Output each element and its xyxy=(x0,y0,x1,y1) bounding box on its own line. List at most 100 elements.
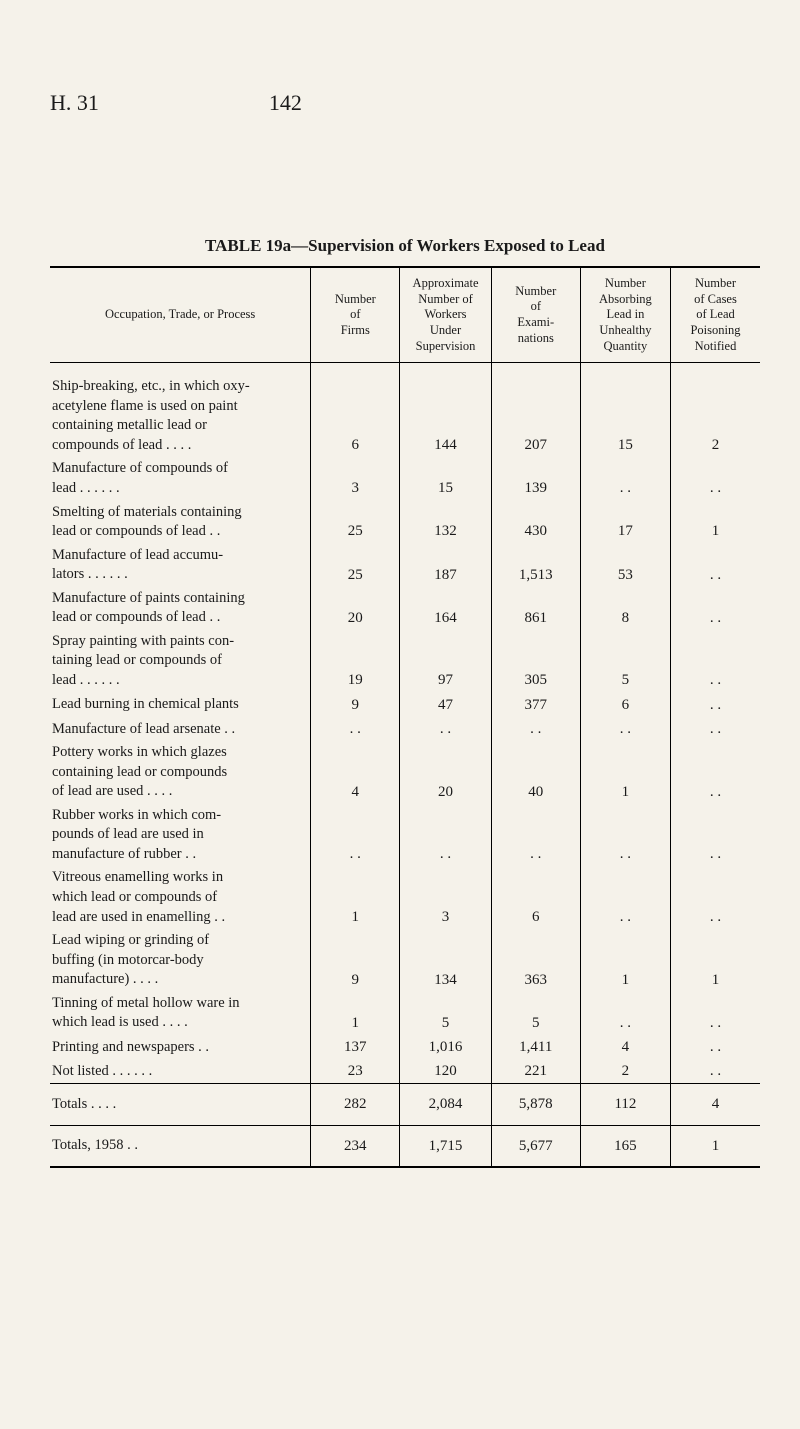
occupation-cell: Manufacture of paints containing lead or… xyxy=(50,587,311,630)
occupation-cell: Vitreous enamelling works in which lead … xyxy=(50,866,311,929)
value-cell: . . xyxy=(580,992,670,1035)
table-row: Smelting of materials containing lead or… xyxy=(50,501,760,544)
value-cell: 2,084 xyxy=(400,1084,491,1125)
value-cell: . . xyxy=(671,866,761,929)
value-cell: 234 xyxy=(311,1125,400,1167)
value-cell: 19 xyxy=(311,630,400,693)
value-cell: . . xyxy=(671,804,761,867)
table-wrapper: Occupation, Trade, or Process Number of … xyxy=(50,266,760,1168)
value-cell: 20 xyxy=(311,587,400,630)
value-cell: 5 xyxy=(580,630,670,693)
header-code: H. 31 xyxy=(50,90,99,116)
col-exams: Number of Exami- nations xyxy=(491,268,580,363)
value-cell: 4 xyxy=(311,741,400,804)
occupation-cell: Spray painting with paints con- taining … xyxy=(50,630,311,693)
table-row: Lead burning in chemical plants9473776. … xyxy=(50,693,760,717)
col-occupation: Occupation, Trade, or Process xyxy=(50,268,311,363)
value-cell: . . xyxy=(671,741,761,804)
occupation-cell: Rubber works in which com- pounds of lea… xyxy=(50,804,311,867)
col-cases-label: Number of Cases of Lead Poisoning Notifi… xyxy=(690,276,740,353)
value-cell: . . xyxy=(311,717,400,741)
value-cell: 1 xyxy=(580,929,670,992)
value-cell: . . xyxy=(671,544,761,587)
col-firms-label: Number of Firms xyxy=(335,292,376,337)
page-number: 142 xyxy=(269,90,302,116)
value-cell: . . xyxy=(580,804,670,867)
value-cell: 3 xyxy=(311,457,400,500)
value-cell: 2 xyxy=(580,1059,670,1084)
value-cell: 3 xyxy=(400,866,491,929)
occupation-cell: Ship-breaking, etc., in which oxy- acety… xyxy=(50,375,311,457)
value-cell: 132 xyxy=(400,501,491,544)
occupation-cell: Manufacture of lead arsenate . . xyxy=(50,717,311,741)
col-workers: Approximate Number of Workers Under Supe… xyxy=(400,268,491,363)
col-firms: Number of Firms xyxy=(311,268,400,363)
value-cell: 430 xyxy=(491,501,580,544)
table-row: Tinning of metal hollow ware in which le… xyxy=(50,992,760,1035)
value-cell: 47 xyxy=(400,693,491,717)
table-row: Manufacture of lead accumu- lators . . .… xyxy=(50,544,760,587)
table-row: Manufacture of compounds of lead . . . .… xyxy=(50,457,760,500)
value-cell: . . xyxy=(671,587,761,630)
table-row: Rubber works in which com- pounds of lea… xyxy=(50,804,760,867)
value-cell: . . xyxy=(491,804,580,867)
value-cell: 6 xyxy=(580,693,670,717)
value-cell: 25 xyxy=(311,501,400,544)
col-workers-label: Approximate Number of Workers Under Supe… xyxy=(413,276,479,353)
value-cell: . . xyxy=(491,717,580,741)
value-cell: 20 xyxy=(400,741,491,804)
value-cell: 40 xyxy=(491,741,580,804)
occupation-cell: Totals . . . . xyxy=(50,1084,311,1125)
page-header: H. 31 142 xyxy=(50,90,760,116)
table-row: Totals, 1958 . .2341,7155,6771651 xyxy=(50,1125,760,1167)
table-row: Totals . . . .2822,0845,8781124 xyxy=(50,1084,760,1125)
value-cell: 6 xyxy=(311,375,400,457)
value-cell: 53 xyxy=(580,544,670,587)
occupation-cell: Not listed . . . . . . xyxy=(50,1059,311,1084)
occupation-cell: Manufacture of compounds of lead . . . .… xyxy=(50,457,311,500)
table-body: Ship-breaking, etc., in which oxy- acety… xyxy=(50,363,760,1167)
value-cell: . . xyxy=(400,804,491,867)
value-cell: 1 xyxy=(671,501,761,544)
value-cell: 861 xyxy=(491,587,580,630)
table-header-row: Occupation, Trade, or Process Number of … xyxy=(50,268,760,363)
value-cell: 187 xyxy=(400,544,491,587)
value-cell: 4 xyxy=(671,1084,761,1125)
occupation-cell: Printing and newspapers . . xyxy=(50,1035,311,1059)
value-cell: 164 xyxy=(400,587,491,630)
value-cell: 377 xyxy=(491,693,580,717)
value-cell: 25 xyxy=(311,544,400,587)
value-cell: . . xyxy=(671,1035,761,1059)
table-title: TABLE 19a—Supervision of Workers Exposed… xyxy=(50,236,760,256)
value-cell: 165 xyxy=(580,1125,670,1167)
value-cell: 23 xyxy=(311,1059,400,1084)
value-cell: 5,677 xyxy=(491,1125,580,1167)
table-row: Lead wiping or grinding of buffing (in m… xyxy=(50,929,760,992)
value-cell: . . xyxy=(400,717,491,741)
value-cell: 6 xyxy=(491,866,580,929)
table-row: Spray painting with paints con- taining … xyxy=(50,630,760,693)
table-row: Vitreous enamelling works in which lead … xyxy=(50,866,760,929)
value-cell: 1 xyxy=(311,992,400,1035)
occupation-cell: Totals, 1958 . . xyxy=(50,1125,311,1167)
value-cell: . . xyxy=(580,457,670,500)
table-title-prefix: TABLE 19a— xyxy=(205,236,308,255)
value-cell: 97 xyxy=(400,630,491,693)
value-cell: . . xyxy=(580,866,670,929)
value-cell: 15 xyxy=(400,457,491,500)
value-cell: 305 xyxy=(491,630,580,693)
value-cell: 15 xyxy=(580,375,670,457)
value-cell: 2 xyxy=(671,375,761,457)
occupation-cell: Manufacture of lead accumu- lators . . .… xyxy=(50,544,311,587)
value-cell: . . xyxy=(671,630,761,693)
value-cell: 207 xyxy=(491,375,580,457)
value-cell: 4 xyxy=(580,1035,670,1059)
table-row: Manufacture of lead arsenate . .. .. .. … xyxy=(50,717,760,741)
table-row: Manufacture of paints containing lead or… xyxy=(50,587,760,630)
document-page: H. 31 142 TABLE 19a—Supervision of Worke… xyxy=(0,0,800,1429)
value-cell: 5,878 xyxy=(491,1084,580,1125)
value-cell: 1,513 xyxy=(491,544,580,587)
value-cell: 139 xyxy=(491,457,580,500)
value-cell: 1,715 xyxy=(400,1125,491,1167)
occupation-cell: Smelting of materials containing lead or… xyxy=(50,501,311,544)
